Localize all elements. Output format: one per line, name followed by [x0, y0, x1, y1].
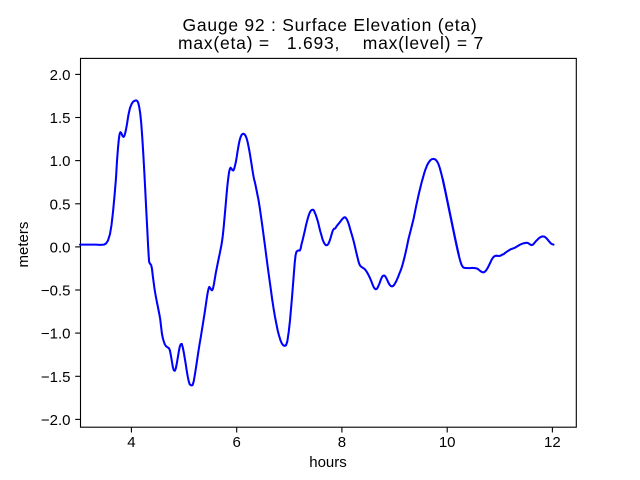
svg-text:4: 4: [127, 434, 135, 451]
svg-text:meters: meters: [15, 222, 32, 268]
svg-text:1.0: 1.0: [50, 153, 71, 170]
svg-text:1.5: 1.5: [50, 110, 71, 127]
svg-text:hours: hours: [309, 454, 347, 471]
svg-text:12: 12: [544, 434, 561, 451]
svg-text:−1.5: −1.5: [41, 369, 71, 386]
svg-text:Gauge 92 : Surface Elevation (: Gauge 92 : Surface Elevation (eta): [183, 15, 478, 35]
svg-text:6: 6: [233, 434, 241, 451]
svg-text:−0.5: −0.5: [41, 283, 71, 300]
svg-text:8: 8: [338, 434, 346, 451]
svg-text:10: 10: [439, 434, 456, 451]
svg-text:2.0: 2.0: [50, 67, 71, 84]
svg-text:−2.0: −2.0: [41, 412, 71, 429]
svg-text:0.5: 0.5: [50, 196, 71, 213]
svg-text:−1.0: −1.0: [41, 326, 71, 343]
svg-text:0.0: 0.0: [50, 239, 71, 256]
svg-text:max(eta) = 1.693, max(lev: max(eta) = 1.693, max(level) = 7: [178, 33, 484, 53]
